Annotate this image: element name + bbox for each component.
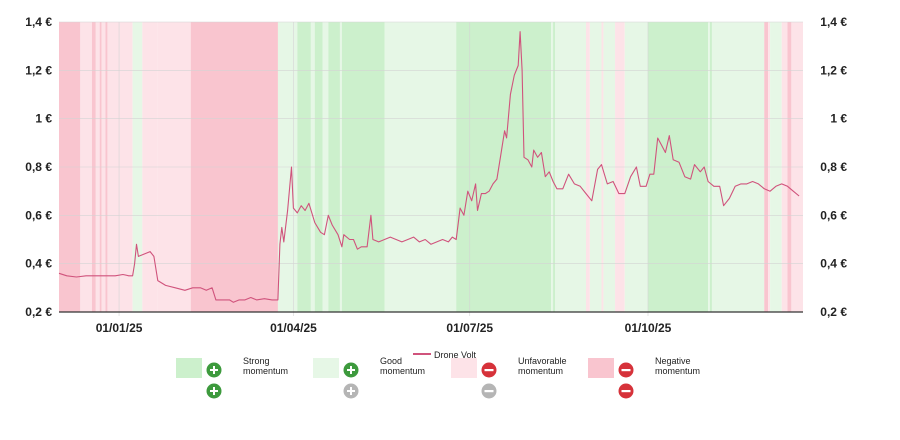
legend-swatch-negative xyxy=(588,358,614,378)
y-tick-label-left: 1,2 € xyxy=(25,63,52,77)
y-tick-label-right: 1,2 € xyxy=(820,63,847,77)
plus-circle-icon xyxy=(343,362,359,404)
legend-label: Unfavorable momentum xyxy=(518,356,567,376)
axes: 0,2 € 0,2 € 0,4 € 0,4 € 0,6 € 0,6 € 0,8 € 0,8 €… xyxy=(25,15,847,335)
series-line-drone-volt xyxy=(58,31,800,303)
legend-swatch-good xyxy=(313,358,339,378)
plus-circle-icon xyxy=(206,362,222,404)
price-line-layer xyxy=(58,31,800,303)
x-tick-label: 01/01/25 xyxy=(96,321,143,335)
minus-circle-icon xyxy=(618,362,634,404)
y-tick-label-left: 1,4 € xyxy=(25,15,52,29)
y-tick-label-left: 0,6 € xyxy=(25,208,52,222)
y-tick-label-left: 1 € xyxy=(35,112,52,126)
x-tick-label: 01/04/25 xyxy=(270,321,317,335)
legend-series-name: Drone Volt xyxy=(434,350,477,360)
y-tick-label-right: 0,6 € xyxy=(820,208,847,222)
y-tick-label-left: 0,2 € xyxy=(25,305,52,319)
legend-label: Strong momentum xyxy=(243,356,289,376)
y-tick-label-right: 1 € xyxy=(830,112,847,126)
y-tick-label-right: 0,8 € xyxy=(820,160,847,174)
legend-swatch-unfavorable xyxy=(451,358,477,378)
legend-label: Negative momentum xyxy=(655,356,701,376)
x-tick-label: 01/10/25 xyxy=(625,321,672,335)
minus-circle-icon xyxy=(481,362,497,404)
legend-label: Good momentum xyxy=(380,356,426,376)
legend-swatch-strong xyxy=(176,358,202,378)
x-tick-label: 01/07/25 xyxy=(446,321,493,335)
y-tick-label-left: 0,8 € xyxy=(25,160,52,174)
y-tick-label-right: 0,4 € xyxy=(820,257,847,271)
legend: Strong momentum Good momentum Unfavorable … xyxy=(0,350,900,399)
y-tick-label-right: 0,2 € xyxy=(820,305,847,319)
y-tick-label-left: 0,4 € xyxy=(25,257,52,271)
y-tick-label-right: 1,4 € xyxy=(820,15,847,29)
legend-series-line xyxy=(413,353,431,355)
